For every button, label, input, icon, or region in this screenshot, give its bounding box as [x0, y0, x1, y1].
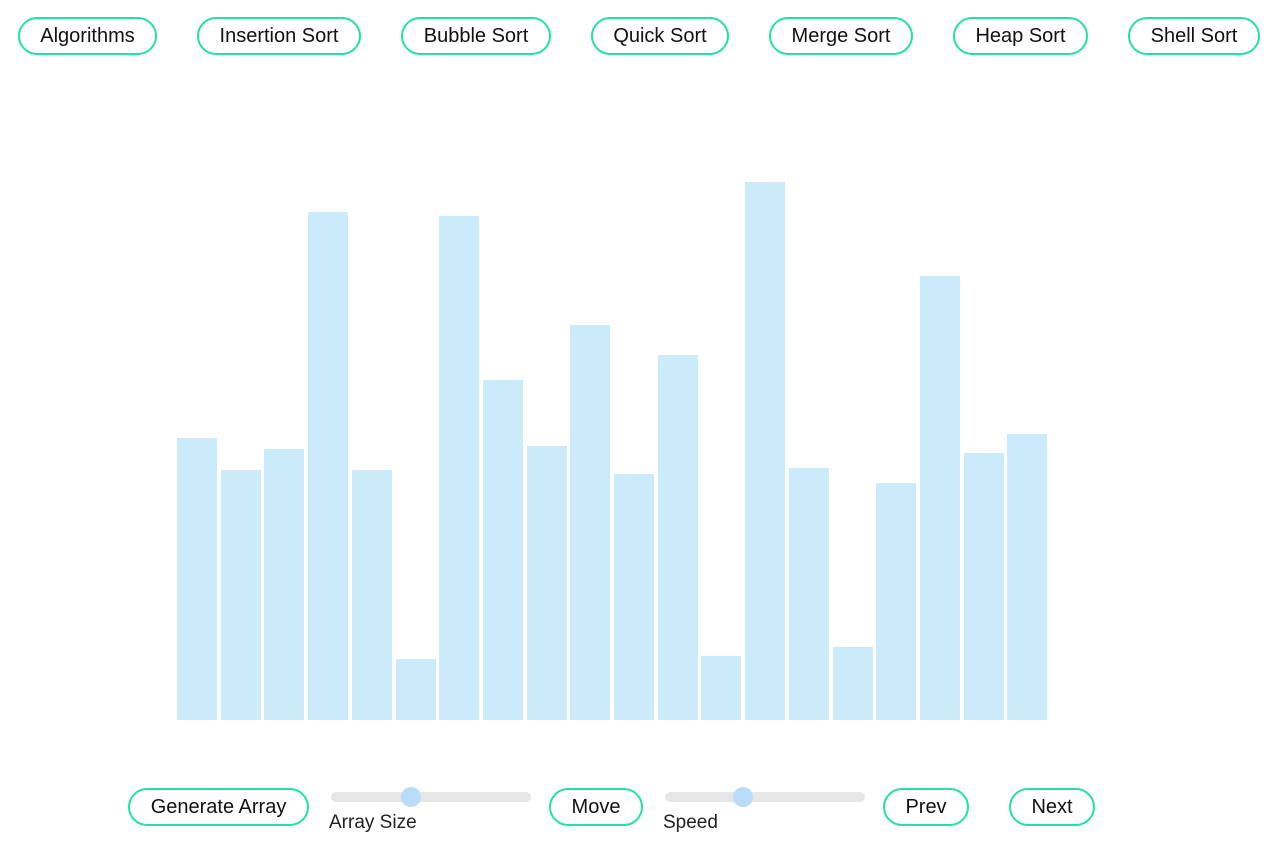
array-bar [439, 216, 480, 720]
array-bar [308, 212, 349, 720]
array-bar [570, 325, 611, 720]
heap-sort-button[interactable]: Heap Sort [953, 17, 1088, 55]
array-bar [526, 446, 567, 720]
prev-button[interactable]: Prev [883, 788, 969, 826]
next-button[interactable]: Next [1009, 788, 1095, 826]
array-bar [963, 453, 1004, 720]
array-bar [745, 182, 786, 720]
array-bars [177, 120, 1050, 720]
array-bar [919, 276, 960, 720]
array-size-label: Array Size [329, 812, 417, 833]
move-button[interactable]: Move [549, 788, 643, 826]
array-bar [876, 483, 917, 720]
array-bar [1007, 434, 1048, 720]
array-bar [788, 468, 829, 720]
speed-label: Speed [663, 812, 718, 833]
speed-slider[interactable] [665, 787, 865, 807]
array-bar [351, 470, 392, 720]
quick-sort-button[interactable]: Quick Sort [591, 17, 729, 55]
speed-slider-thumb[interactable] [733, 787, 753, 807]
array-bar [657, 355, 698, 720]
array-bar [482, 380, 523, 720]
array-size-slider[interactable] [331, 787, 531, 807]
array-bar [264, 449, 305, 720]
bubble-sort-button[interactable]: Bubble Sort [401, 17, 551, 55]
array-size-slider-thumb[interactable] [401, 787, 421, 807]
array-bar [395, 659, 436, 720]
array-bar [614, 474, 654, 720]
array-bar [220, 470, 261, 720]
insertion-sort-button[interactable]: Insertion Sort [197, 17, 361, 55]
generate-array-button[interactable]: Generate Array [128, 788, 309, 826]
merge-sort-button[interactable]: Merge Sort [769, 17, 913, 55]
array-bar [701, 656, 742, 720]
shell-sort-button[interactable]: Shell Sort [1128, 17, 1260, 55]
array-bar [177, 438, 217, 720]
array-bar [832, 647, 873, 720]
algorithms-button[interactable]: Algorithms [18, 17, 157, 55]
